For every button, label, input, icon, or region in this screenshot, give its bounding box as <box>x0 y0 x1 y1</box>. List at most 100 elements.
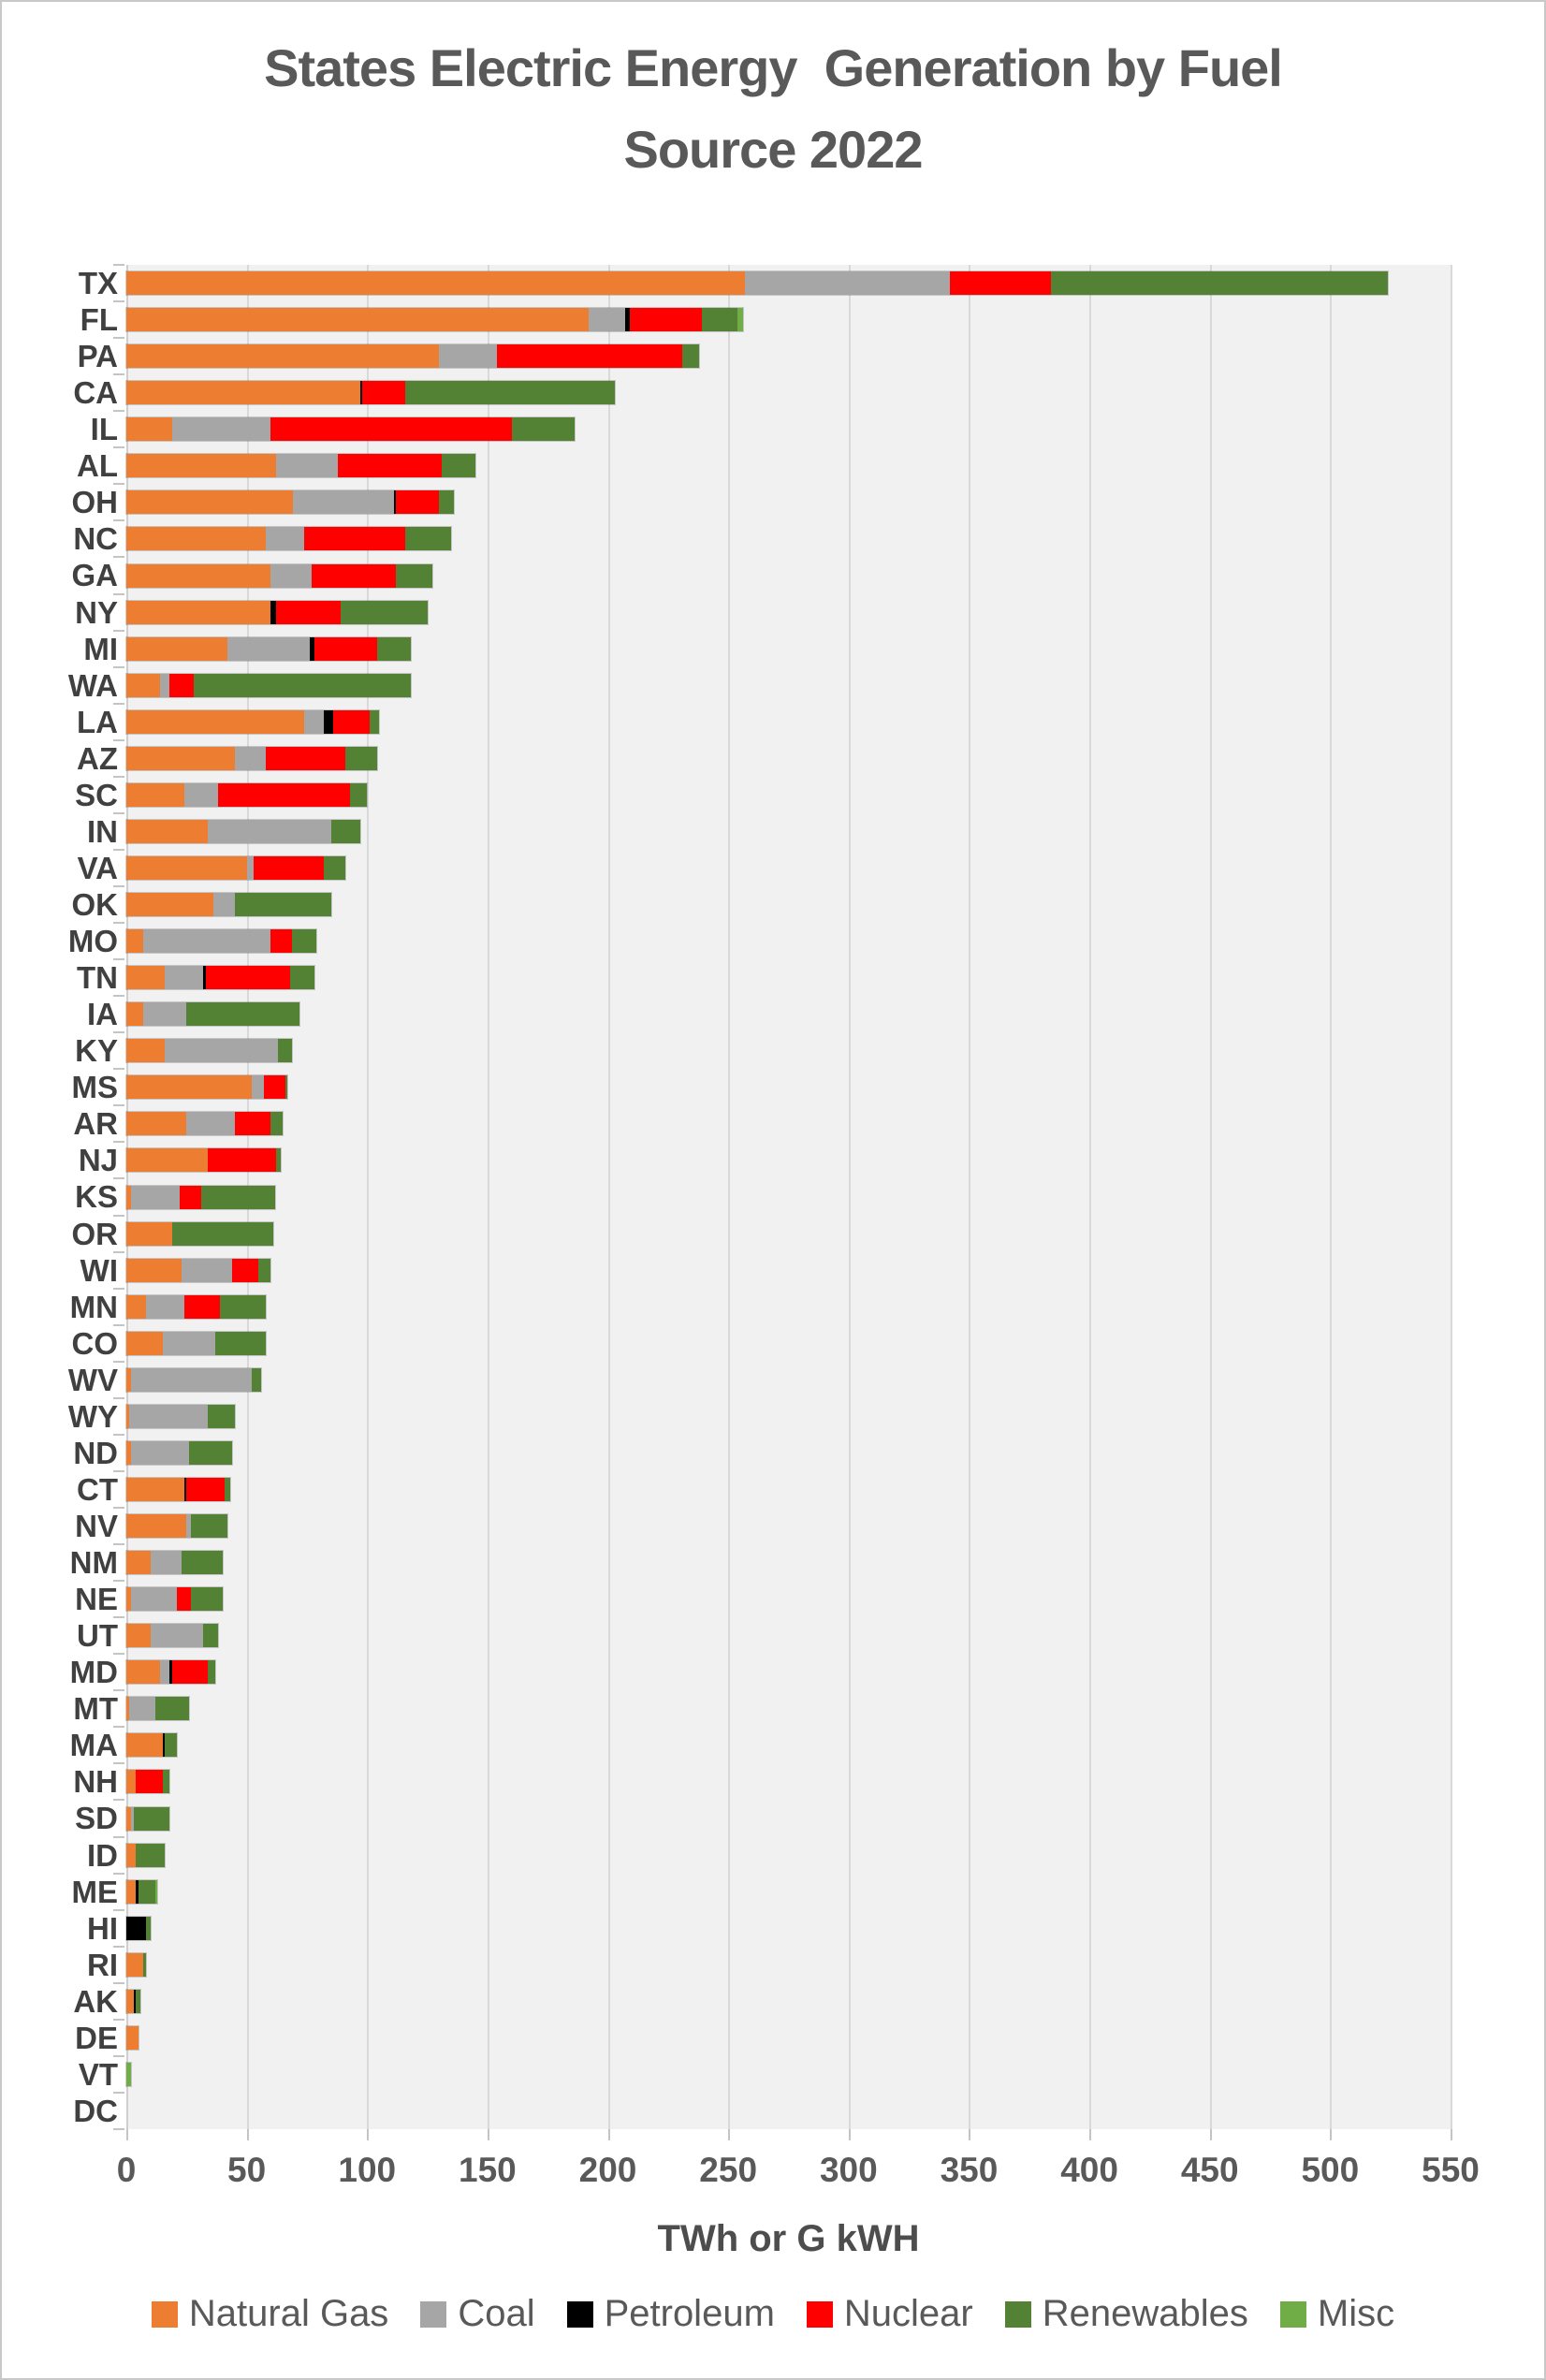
state-label-MD: MD <box>69 1655 118 1690</box>
segment-MI-petroleum <box>309 636 314 661</box>
segment-LA-nuclear <box>333 709 370 734</box>
segment-RI-renewables <box>143 1952 146 1977</box>
x-tick-0 <box>126 2129 128 2140</box>
segment-TX-natural_gas <box>126 271 746 296</box>
state-label-AZ: AZ <box>77 740 118 776</box>
state-label-AR: AR <box>73 1106 118 1142</box>
legend-label-misc: Misc <box>1317 2293 1395 2334</box>
x-tick-300 <box>849 2129 851 2140</box>
segment-OK-natural_gas <box>126 893 213 917</box>
legend-item-coal: Coal <box>420 2293 535 2335</box>
bar-AZ <box>125 745 378 771</box>
bar-CA <box>124 380 617 406</box>
segment-IA-coal <box>143 1002 187 1027</box>
segment-PA-renewables <box>682 344 700 369</box>
x-tick-400 <box>1089 2129 1091 2140</box>
x-tick-450 <box>1210 2129 1212 2140</box>
segment-WA-coal <box>160 673 170 697</box>
x-tick-label-400: 400 <box>1060 2151 1118 2189</box>
segment-MI-nuclear <box>314 636 377 661</box>
segment-AR-renewables <box>270 1112 284 1136</box>
state-label-CA: CA <box>73 375 118 411</box>
state-label-DC: DC <box>73 2093 118 2128</box>
state-label-IN: IN <box>87 813 118 849</box>
legend-item-renewables: Renewables <box>1004 2293 1248 2335</box>
legend-swatch-natural_gas <box>151 2300 178 2328</box>
segment-NC-coal <box>266 527 305 551</box>
segment-AL-renewables <box>442 454 476 478</box>
segment-AZ-renewables <box>345 746 377 770</box>
y-tick <box>113 1396 124 1399</box>
bar-NC <box>124 526 453 552</box>
segment-PA-coal <box>439 344 498 369</box>
bar-AL <box>124 453 477 479</box>
state-label-MT: MT <box>73 1691 118 1727</box>
segment-ME-petroleum <box>136 1879 139 1904</box>
segment-MN-renewables <box>220 1294 267 1319</box>
y-tick <box>113 738 124 741</box>
bar-DE <box>125 2024 139 2051</box>
segment-WV-coal <box>131 1367 252 1392</box>
state-label-CO: CO <box>71 1325 119 1361</box>
segment-AR-coal <box>186 1112 235 1136</box>
segment-SD-coal <box>131 1806 134 1831</box>
segment-WY-renewables <box>208 1404 235 1428</box>
legend-swatch-renewables <box>1004 2300 1031 2328</box>
segment-MA-renewables <box>165 1733 177 1758</box>
legend-item-natural_gas: Natural Gas <box>151 2293 388 2335</box>
segment-LA-petroleum <box>323 709 334 734</box>
bar-ID <box>124 1842 167 1868</box>
segment-IL-coal <box>171 417 271 442</box>
legend-label-renewables: Renewables <box>1042 2293 1248 2334</box>
segment-MT-renewables <box>154 1697 189 1721</box>
state-label-NJ: NJ <box>78 1143 118 1178</box>
segment-IA-renewables <box>186 1002 300 1027</box>
segment-WI-coal <box>182 1258 233 1282</box>
segment-MN-nuclear <box>183 1294 221 1319</box>
y-tick <box>113 264 124 266</box>
bar-MN <box>124 1293 268 1320</box>
segment-ND-renewables <box>188 1440 233 1465</box>
bar-ND <box>124 1439 234 1466</box>
y-tick <box>113 1507 124 1509</box>
y-tick <box>113 1250 124 1253</box>
y-tick <box>113 519 124 522</box>
segment-CO-natural_gas <box>126 1331 163 1355</box>
y-tick <box>113 1945 124 1948</box>
bar-IN <box>125 818 361 844</box>
segment-SC-renewables <box>350 782 368 807</box>
y-tick <box>113 1469 124 1472</box>
state-label-MO: MO <box>67 924 118 959</box>
segment-ID-natural_gas <box>126 1843 137 1867</box>
bar-TN <box>125 965 315 991</box>
segment-PA-nuclear <box>497 344 683 369</box>
segment-AR-nuclear <box>234 1112 271 1136</box>
segment-WY-coal <box>128 1404 209 1428</box>
segment-CT-renewables <box>225 1477 230 1501</box>
segment-ME-renewables <box>138 1879 155 1904</box>
segment-AK-petroleum <box>133 1989 137 2013</box>
segment-UT-renewables <box>203 1624 218 1648</box>
x-tick-label-350: 350 <box>940 2151 999 2189</box>
state-label-ID: ID <box>87 1837 118 1873</box>
segment-PA-natural_gas <box>126 344 440 369</box>
y-tick <box>113 775 124 778</box>
x-tick-label-550: 550 <box>1422 2151 1480 2189</box>
y-tick <box>113 629 124 632</box>
bar-MO <box>124 928 318 955</box>
segment-WI-renewables <box>258 1258 271 1282</box>
state-label-WY: WY <box>67 1398 118 1434</box>
segment-AL-natural_gas <box>126 454 276 478</box>
bar-CT <box>125 1476 231 1502</box>
segment-AL-coal <box>275 454 339 478</box>
segment-NE-nuclear <box>177 1587 192 1612</box>
segment-MT-natural_gas <box>126 1697 129 1721</box>
y-tick <box>113 556 124 559</box>
segment-HI-renewables <box>145 1916 151 1940</box>
segment-KS-natural_gas <box>126 1185 132 1209</box>
bar-ME <box>124 1878 159 1905</box>
y-tick <box>113 1981 124 1984</box>
gridline-200 <box>608 265 610 2129</box>
segment-LA-coal <box>304 709 324 734</box>
state-label-SD: SD <box>75 1801 118 1836</box>
